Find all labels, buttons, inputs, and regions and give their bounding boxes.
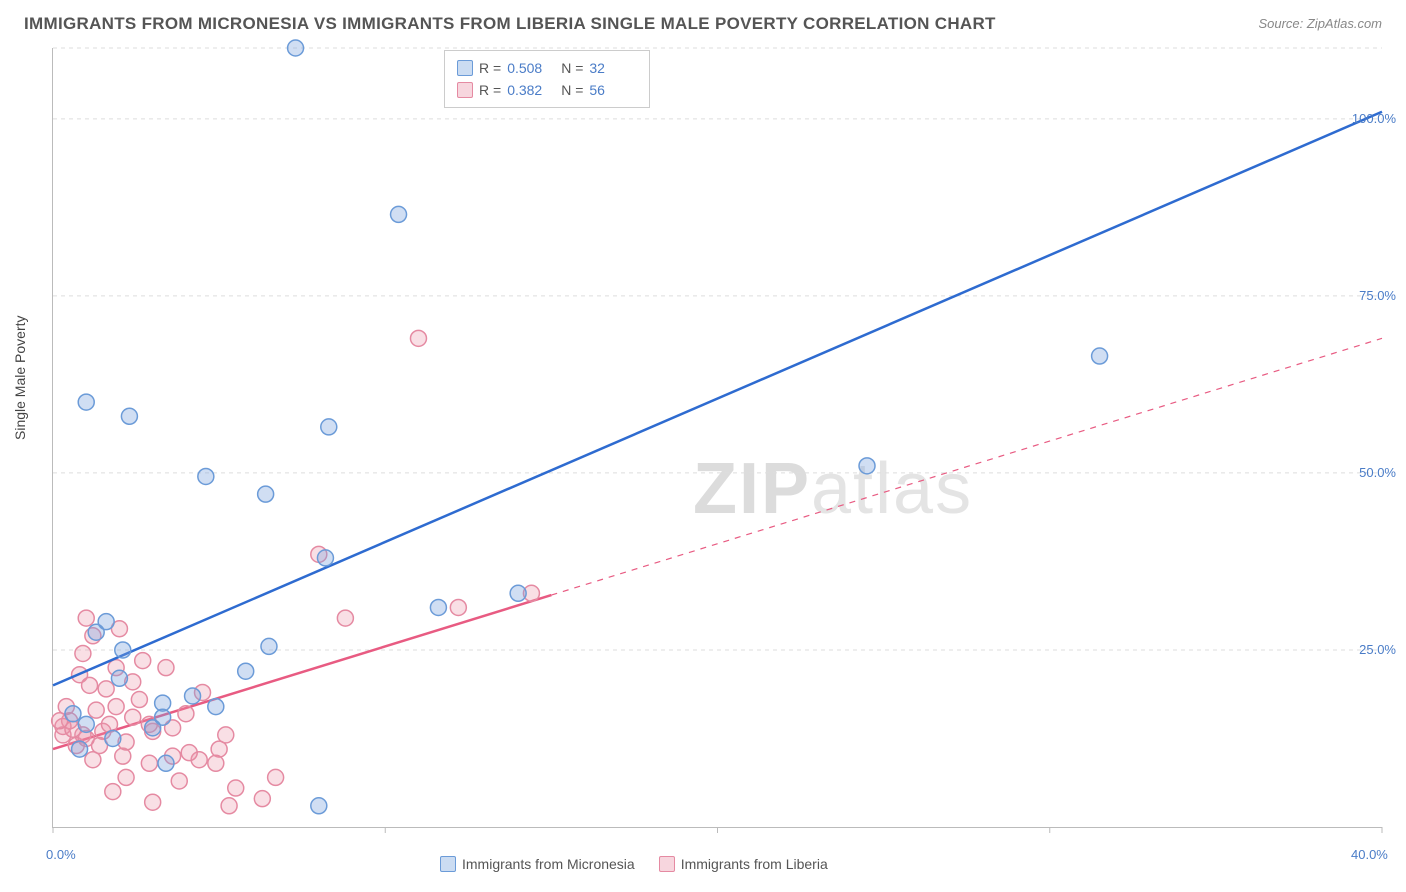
series-legend: Immigrants from Micronesia Immigrants fr…	[440, 856, 828, 872]
n-value-0: 32	[589, 60, 637, 76]
y-tick-label: 75.0%	[1359, 288, 1396, 303]
y-tick-label: 50.0%	[1359, 465, 1396, 480]
legend-item-0: Immigrants from Micronesia	[440, 856, 635, 872]
legend-swatch-micronesia	[457, 60, 473, 76]
legend-swatch-icon	[659, 856, 675, 872]
chart-svg	[53, 48, 1382, 827]
r-value-0: 0.508	[507, 60, 555, 76]
x-tick-label: 0.0%	[46, 847, 76, 862]
legend-swatch-icon	[440, 856, 456, 872]
legend-item-1: Immigrants from Liberia	[659, 856, 828, 872]
stats-legend-row-1: R = 0.382 N = 56	[457, 79, 637, 101]
legend-label-0: Immigrants from Micronesia	[462, 856, 635, 872]
y-tick-label: 25.0%	[1359, 642, 1396, 657]
r-label: R =	[479, 82, 501, 98]
legend-label-1: Immigrants from Liberia	[681, 856, 828, 872]
chart-title: IMMIGRANTS FROM MICRONESIA VS IMMIGRANTS…	[24, 14, 996, 34]
stats-legend: R = 0.508 N = 32 R = 0.382 N = 56	[444, 50, 650, 108]
y-tick-label: 100.0%	[1352, 111, 1396, 126]
n-label: N =	[561, 82, 583, 98]
source-attribution: Source: ZipAtlas.com	[1258, 16, 1382, 31]
n-value-1: 56	[589, 82, 637, 98]
n-label: N =	[561, 60, 583, 76]
legend-swatch-liberia	[457, 82, 473, 98]
stats-legend-row-0: R = 0.508 N = 32	[457, 57, 637, 79]
y-axis-title: Single Male Poverty	[12, 315, 28, 440]
r-value-1: 0.382	[507, 82, 555, 98]
plot-area: ZIPatlas	[52, 48, 1382, 828]
x-tick-label: 40.0%	[1351, 847, 1388, 862]
r-label: R =	[479, 60, 501, 76]
